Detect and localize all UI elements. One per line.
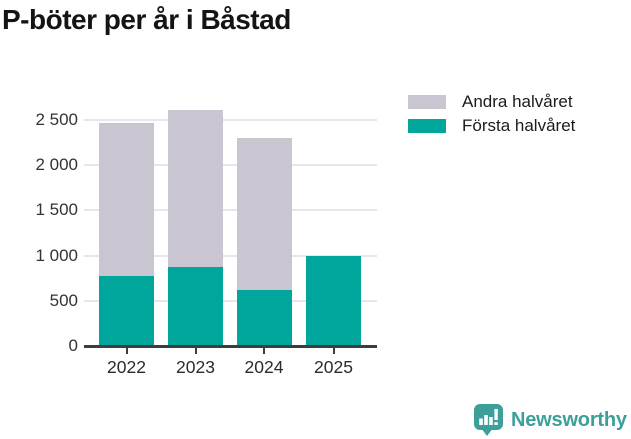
x-tick-label-2022: 2022 — [107, 357, 146, 377]
x-tick-2022 — [125, 348, 128, 354]
y-tick-label: 0 — [68, 336, 78, 355]
legend-label-andra: Andra halvåret — [462, 92, 573, 111]
y-tick-label: 2 000 — [35, 155, 78, 174]
gridline-1000 — [84, 254, 377, 257]
logo-text: Newsworthy — [511, 408, 627, 431]
x-axis-line — [84, 345, 377, 348]
legend: Andra halvåret Första halvåret — [408, 92, 575, 140]
bar-chart-speech-bubble-icon — [474, 404, 503, 436]
y-tick-label: 500 — [49, 290, 78, 310]
legend-label-forsta: Första halvåret — [462, 116, 576, 135]
chart-title: P-böter per år i Båstad — [2, 4, 291, 35]
bar-2025-forsta — [306, 255, 361, 346]
gridline-2500 — [84, 118, 377, 121]
y-tick-label: 2 500 — [35, 109, 78, 129]
bar-2022-andra — [99, 123, 154, 277]
gridline-500 — [84, 299, 377, 302]
bar-2022-forsta — [99, 276, 154, 346]
legend-swatch-forsta — [408, 118, 446, 133]
gridline-1500 — [84, 209, 377, 212]
x-tick-2024 — [263, 348, 265, 354]
x-tick-2025 — [332, 348, 335, 354]
x-tick-label-2023: 2023 — [176, 357, 215, 377]
x-tick-2023 — [194, 348, 197, 354]
x-tick-label-2024: 2024 — [244, 357, 284, 377]
gridline-2000 — [84, 164, 377, 166]
bar-2024-forsta — [236, 289, 292, 346]
bar-2024-andra — [236, 137, 292, 290]
y-tick-label: 1 500 — [35, 200, 78, 220]
newsworthy-logo: Newsworthy — [473, 403, 627, 437]
x-tick-label-2025: 2025 — [314, 357, 353, 377]
bar-2023-andra — [168, 109, 223, 268]
legend-swatch-andra — [408, 94, 446, 109]
legend-row-andra: Andra halvåret — [408, 92, 575, 111]
legend-row-forsta: Första halvåret — [408, 116, 575, 135]
y-tick-label: 1 000 — [35, 245, 78, 265]
bar-2023-forsta — [168, 267, 223, 346]
